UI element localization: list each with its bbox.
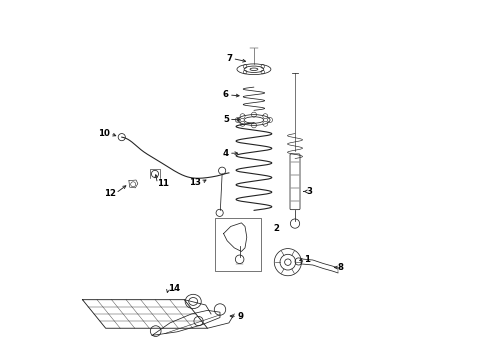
- Text: 14: 14: [168, 284, 180, 293]
- Text: 13: 13: [190, 178, 201, 187]
- Text: 4: 4: [223, 149, 229, 158]
- Text: 3: 3: [306, 187, 313, 196]
- Text: 1: 1: [304, 255, 310, 264]
- Text: 12: 12: [104, 189, 116, 198]
- Text: 8: 8: [338, 263, 344, 272]
- Text: 7: 7: [226, 54, 232, 63]
- Text: 5: 5: [223, 115, 229, 124]
- Text: 6: 6: [223, 90, 229, 99]
- Text: 10: 10: [98, 129, 110, 138]
- Bar: [215, 217, 261, 271]
- Text: 9: 9: [237, 312, 243, 321]
- Text: 2: 2: [273, 224, 280, 233]
- Text: 11: 11: [157, 179, 170, 188]
